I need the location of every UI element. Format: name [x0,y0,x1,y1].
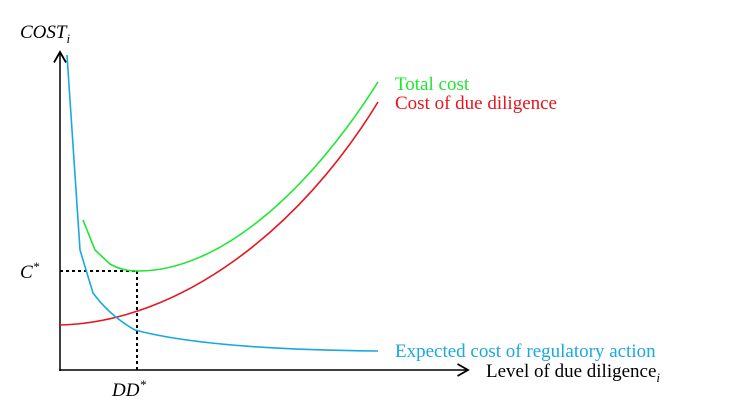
regulatory-cost-curve [66,54,379,352]
x-label-subscript: i [656,370,660,385]
x-axis-label: Level of due diligencei [486,361,660,385]
y-label-text: COST [20,22,68,43]
dd-star-label: DD* [111,377,146,401]
due-diligence-curve [59,101,379,326]
curve-label: Expected cost of regulatory action [395,341,656,362]
c-star-sup: * [33,259,40,274]
curve-label: Total cost [395,74,470,95]
c-star-text: C [20,262,33,283]
c-star-label: C* [20,259,40,283]
dd-star-text: DD [111,380,140,401]
curve-label: Cost of due diligence [395,93,557,114]
dd-star-sup: * [139,377,146,392]
y-label-subscript: i [66,31,70,46]
x-label-text: Level of due diligence [486,361,656,382]
total-cost-curve [82,81,379,272]
y-axis-label: COSTi [20,22,70,46]
